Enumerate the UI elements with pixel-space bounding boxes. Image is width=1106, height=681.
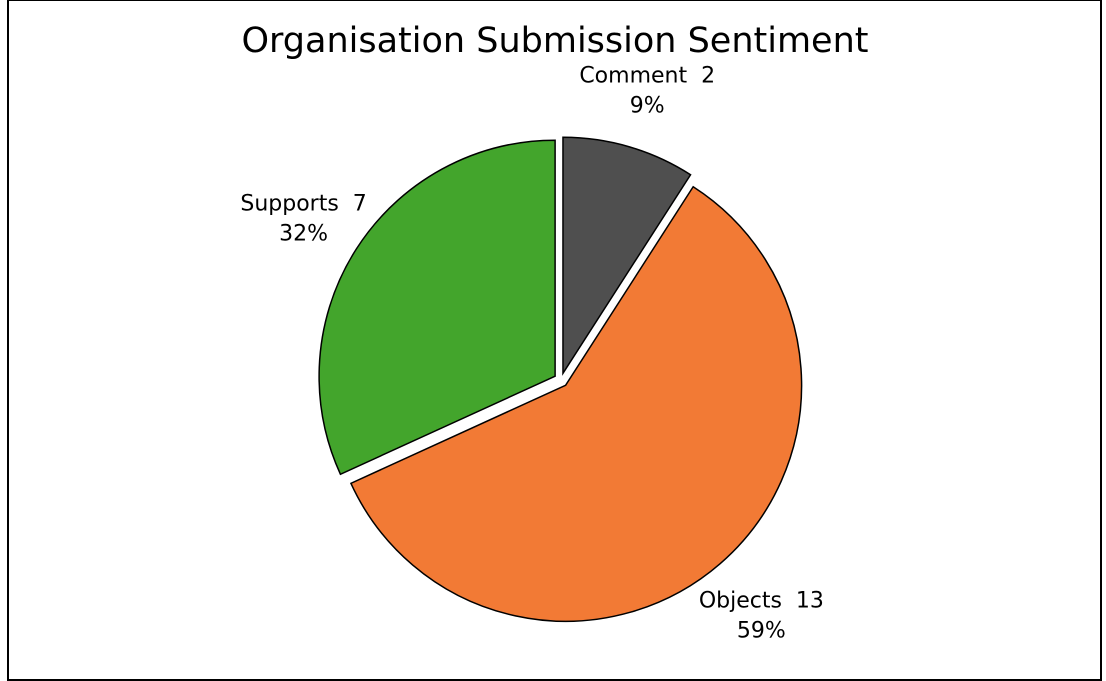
slice-label-value: Comment 2 xyxy=(579,63,715,88)
slice-label-value: Supports 7 xyxy=(240,192,366,217)
slice-label-percent: 9% xyxy=(630,93,665,118)
slice-label-value: Objects 13 xyxy=(699,588,824,613)
pie-labels: Comment 2 9% Objects 13 59% Supports 7 32% xyxy=(240,63,824,643)
chart-title: Organisation Submission Sentiment xyxy=(241,21,868,61)
pie-slice-objects xyxy=(349,185,803,623)
slice-label-percent: 59% xyxy=(737,618,786,643)
slice-label-percent: 32% xyxy=(279,222,328,247)
pie-slice-comment xyxy=(562,136,692,376)
slice-label-supports: Supports 7 32% xyxy=(240,192,366,247)
pie-slice-supports xyxy=(318,139,556,476)
slice-label-objects: Objects 13 59% xyxy=(699,588,824,643)
pie-slices xyxy=(318,136,803,623)
slice-label-comment: Comment 2 9% xyxy=(579,63,715,118)
